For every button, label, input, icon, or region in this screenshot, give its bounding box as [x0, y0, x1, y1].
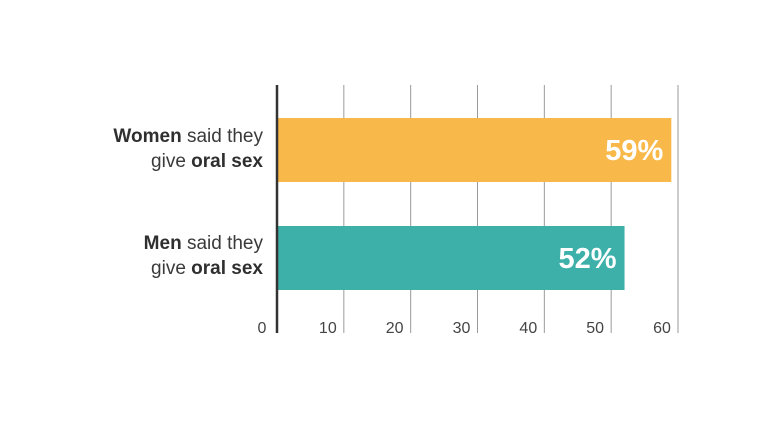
x-tick-label-60: 60: [653, 320, 671, 337]
x-tick-label-40: 40: [519, 320, 537, 337]
category-label-women: Women said they give oral sex: [113, 126, 263, 172]
x-tick-label-50: 50: [586, 320, 604, 337]
bar-0: [277, 118, 672, 182]
x-tick-label-0: 0: [258, 320, 267, 337]
category-label-men: Men said they give oral sex: [143, 233, 263, 279]
data-label-0: 59%: [605, 135, 663, 167]
x-tick-label-20: 20: [386, 320, 404, 337]
data-label-1: 52%: [558, 243, 616, 275]
bar-1: [277, 226, 625, 290]
x-tick-label-30: 30: [453, 320, 471, 337]
x-tick-label-10: 10: [319, 320, 337, 337]
